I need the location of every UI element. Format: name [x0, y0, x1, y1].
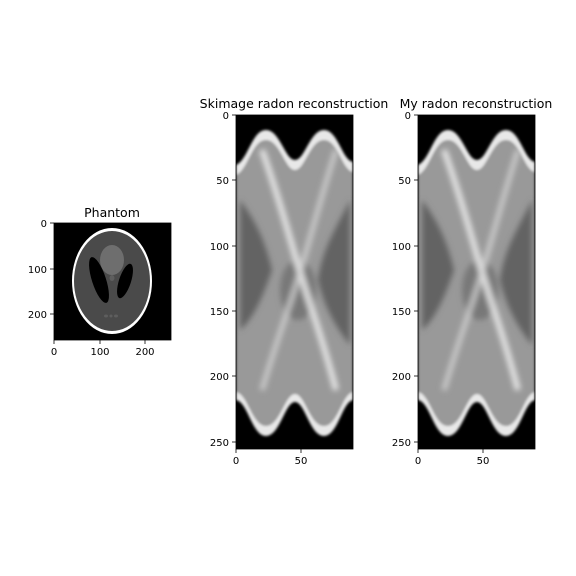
- x-tick-label: 50: [295, 456, 308, 467]
- y-tick-label: 200: [392, 372, 411, 383]
- skimage-sinogram-image: [236, 115, 353, 449]
- phantom-y-axis: 0 100 200: [28, 219, 54, 321]
- x-tick-label: 200: [135, 347, 154, 358]
- y-tick-label: 250: [210, 438, 229, 449]
- x-tick-label: 50: [477, 456, 490, 467]
- skimage-x-axis: 0 50: [233, 449, 308, 467]
- phantom-small-dot-left: [104, 314, 108, 318]
- y-tick-label: 0: [405, 111, 411, 122]
- phantom-upper-blob: [100, 245, 124, 275]
- skimage-title: Skimage radon reconstruction: [200, 96, 389, 111]
- y-tick-label: 0: [223, 111, 229, 122]
- phantom-x-axis: 0 100 200: [51, 340, 155, 358]
- skimage-y-axis: 0 50 100 150 200 250: [210, 111, 236, 449]
- y-tick-label: 0: [41, 219, 47, 230]
- x-tick-label: 0: [51, 347, 57, 358]
- y-tick-label: 50: [216, 176, 229, 187]
- y-tick-label: 50: [398, 176, 411, 187]
- panel-phantom: Phantom 0 100 200 0 100: [28, 205, 172, 358]
- panel-my-radon: My radon reconstruction 0 50: [392, 96, 552, 467]
- y-tick-label: 200: [28, 310, 47, 321]
- dark-band-left: [422, 200, 454, 330]
- phantom-small-dot-mid: [109, 314, 113, 318]
- y-tick-label: 150: [392, 307, 411, 318]
- bright-streak-2: [441, 149, 521, 391]
- panel-skimage: Skimage radon reconstruction 0 50: [200, 96, 389, 467]
- y-tick-label: 250: [392, 438, 411, 449]
- y-tick-label: 200: [210, 372, 229, 383]
- my-radon-sinogram-image: [418, 115, 535, 449]
- dark-band-right: [500, 200, 532, 345]
- y-tick-label: 100: [210, 242, 229, 253]
- phantom-small-dot-right: [114, 314, 118, 318]
- x-tick-label: 100: [90, 347, 109, 358]
- skimage-axes-frame: [235, 114, 354, 450]
- y-tick-label: 100: [28, 265, 47, 276]
- dark-band-right: [318, 200, 350, 345]
- my-radon-title: My radon reconstruction: [400, 96, 553, 111]
- sinogram-inner-structures: [422, 148, 532, 391]
- my-radon-x-axis: 0 50: [415, 449, 490, 467]
- dark-band-left: [240, 200, 272, 330]
- y-tick-label: 100: [392, 242, 411, 253]
- x-tick-label: 0: [415, 456, 421, 467]
- phantom-title: Phantom: [84, 205, 140, 220]
- phantom-image: [54, 223, 171, 340]
- phantom-center-dot: [109, 275, 115, 281]
- y-tick-label: 150: [210, 307, 229, 318]
- sinogram-inner-structures: [240, 148, 350, 391]
- my-radon-y-axis: 0 50 100 150 200 250: [392, 111, 418, 449]
- bright-streak-2: [259, 149, 339, 391]
- my-radon-axes-frame: [417, 114, 536, 450]
- phantom-axes-frame: [53, 222, 172, 341]
- phantom-left-ellipse: [89, 257, 109, 303]
- x-tick-label: 0: [233, 456, 239, 467]
- phantom-right-ellipse: [117, 263, 133, 299]
